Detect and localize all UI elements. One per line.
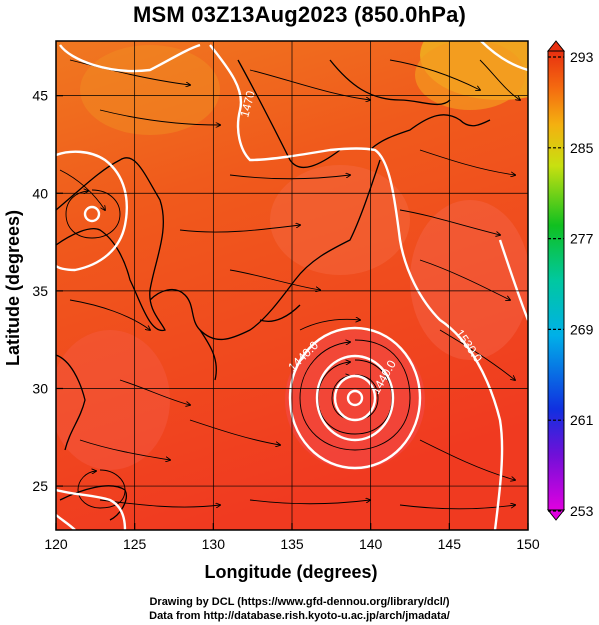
colorbar-bottom-arrow [546,509,566,521]
y-tick-label: 45 [32,88,48,104]
height-contours [56,41,528,530]
x-tick-label: 145 [438,536,462,552]
y-axis-label: Latitude (degrees) [3,210,23,366]
colorbar-tick-label: 293 [570,49,594,65]
contour-label-4: 1470 [237,89,258,119]
colorbar-tick-label: 285 [570,140,594,156]
y-tick-label: 25 [32,478,48,494]
gridlines [56,41,528,530]
temperature-field: 1440.0 1440.0 1530.0 1470 [56,41,528,530]
x-tick-label: 120 [44,536,68,552]
colorbar-tick-label: 277 [570,231,594,247]
colorbar-top-arrow [546,40,566,52]
chart-title: MSM 03Z13Aug2023 (850.0hPa) [132,2,467,27]
x-axis: 120 125 130 135 140 145 150 [44,523,540,552]
credit-data: Data from http://database.rish.kyoto-u.a… [149,610,450,622]
x-tick-label: 135 [280,536,304,552]
y-tick-label: 35 [32,283,48,299]
x-tick-label: 125 [123,536,147,552]
y-tick-label: 30 [32,380,48,396]
colorbar-tick-label: 261 [570,412,594,428]
x-axis-label: Longitude (degrees) [204,562,377,582]
colorbar-tick-label: 253 [570,503,594,519]
x-tick-label: 130 [202,536,226,552]
x-tick-label: 140 [359,536,383,552]
colorbar-scale [547,50,565,511]
x-tick-label: 150 [516,536,540,552]
colorbar: 293 285 277 269 261 253 [546,40,594,521]
y-axis: 25 30 35 40 45 [32,88,63,494]
credit-drawing: Drawing by DCL (https://www.gfd-dennou.o… [149,596,450,608]
colorbar-tick-label: 269 [570,321,594,337]
y-tick-label: 40 [32,185,48,201]
